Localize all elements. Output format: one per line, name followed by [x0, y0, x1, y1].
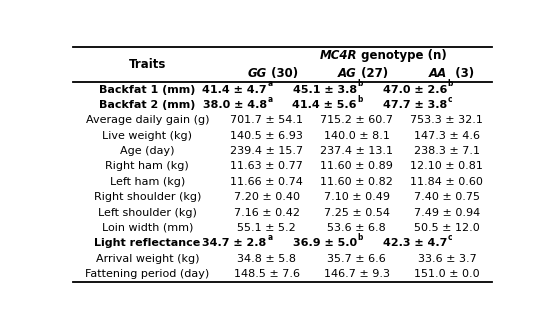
Text: 55.1 ± 5.2: 55.1 ± 5.2 [237, 223, 296, 233]
Text: 41.4 ± 4.7: 41.4 ± 4.7 [202, 84, 267, 95]
Text: 7.16 ± 0.42: 7.16 ± 0.42 [234, 208, 300, 217]
Text: 36.9 ± 5.0: 36.9 ± 5.0 [293, 238, 357, 248]
Text: 34.8 ± 5.8: 34.8 ± 5.8 [237, 254, 296, 264]
Text: 33.6 ± 3.7: 33.6 ± 3.7 [418, 254, 477, 264]
Text: 151.0 ± 0.0: 151.0 ± 0.0 [414, 269, 480, 279]
Text: 148.5 ± 7.6: 148.5 ± 7.6 [234, 269, 300, 279]
Text: 147.3 ± 4.6: 147.3 ± 4.6 [414, 131, 480, 141]
Text: Age (day): Age (day) [120, 146, 175, 156]
Text: b: b [357, 79, 363, 88]
Text: b: b [357, 95, 363, 104]
Text: 12.10 ± 0.81: 12.10 ± 0.81 [411, 162, 483, 171]
Text: 53.6 ± 6.8: 53.6 ± 6.8 [327, 223, 386, 233]
Text: a: a [267, 95, 272, 104]
Text: Backfat 1 (mm): Backfat 1 (mm) [99, 84, 195, 95]
Text: 11.66 ± 0.74: 11.66 ± 0.74 [230, 177, 303, 187]
Text: Traits: Traits [128, 58, 166, 71]
Text: (27): (27) [357, 67, 388, 80]
Text: 47.7 ± 3.8: 47.7 ± 3.8 [383, 100, 447, 110]
Text: 7.49 ± 0.94: 7.49 ± 0.94 [414, 208, 480, 217]
Text: 140.0 ± 8.1: 140.0 ± 8.1 [324, 131, 390, 141]
Text: 7.25 ± 0.54: 7.25 ± 0.54 [324, 208, 390, 217]
Text: 238.3 ± 7.1: 238.3 ± 7.1 [414, 146, 480, 156]
Text: MC4R: MC4R [320, 49, 357, 62]
Text: Left ham (kg): Left ham (kg) [110, 177, 185, 187]
Text: GG: GG [248, 67, 267, 80]
Text: 35.7 ± 6.6: 35.7 ± 6.6 [327, 254, 386, 264]
Text: Right ham (kg): Right ham (kg) [105, 162, 189, 171]
Text: 11.63 ± 0.77: 11.63 ± 0.77 [230, 162, 303, 171]
Text: Arrival weight (kg): Arrival weight (kg) [96, 254, 199, 264]
Text: Backfat 2 (mm): Backfat 2 (mm) [99, 100, 195, 110]
Text: 715.2 ± 60.7: 715.2 ± 60.7 [320, 115, 393, 125]
Text: b: b [447, 79, 453, 88]
Text: 45.1 ± 3.8: 45.1 ± 3.8 [293, 84, 357, 95]
Text: (3): (3) [447, 67, 474, 80]
Text: genotype (n): genotype (n) [357, 49, 446, 62]
Text: 34.7 ± 2.8: 34.7 ± 2.8 [203, 238, 267, 248]
Text: 38.0 ± 4.8: 38.0 ± 4.8 [203, 100, 267, 110]
Text: 701.7 ± 54.1: 701.7 ± 54.1 [230, 115, 303, 125]
Text: 50.5 ± 12.0: 50.5 ± 12.0 [414, 223, 480, 233]
Text: Loin width (mm): Loin width (mm) [102, 223, 193, 233]
Text: b: b [357, 233, 363, 242]
Text: 140.5 ± 6.93: 140.5 ± 6.93 [230, 131, 303, 141]
Text: Right shoulder (kg): Right shoulder (kg) [93, 192, 201, 202]
Text: a: a [267, 79, 272, 88]
Text: a: a [267, 233, 272, 242]
Text: AA: AA [429, 67, 447, 80]
Text: 11.84 ± 0.60: 11.84 ± 0.60 [411, 177, 483, 187]
Text: Fattening period (day): Fattening period (day) [85, 269, 209, 279]
Text: (30): (30) [267, 67, 298, 80]
Text: 146.7 ± 9.3: 146.7 ± 9.3 [324, 269, 390, 279]
Text: 7.20 ± 0.40: 7.20 ± 0.40 [234, 192, 300, 202]
Text: 753.3 ± 32.1: 753.3 ± 32.1 [411, 115, 483, 125]
Text: 47.0 ± 2.6: 47.0 ± 2.6 [383, 84, 447, 95]
Text: Light reflectance: Light reflectance [94, 238, 200, 248]
Text: 42.3 ± 4.7: 42.3 ± 4.7 [383, 238, 447, 248]
Text: 239.4 ± 15.7: 239.4 ± 15.7 [230, 146, 303, 156]
Text: c: c [447, 233, 452, 242]
Text: Average daily gain (g): Average daily gain (g) [86, 115, 209, 125]
Text: 11.60 ± 0.89: 11.60 ± 0.89 [321, 162, 393, 171]
Text: 41.4 ± 5.6: 41.4 ± 5.6 [292, 100, 357, 110]
Text: 237.4 ± 13.1: 237.4 ± 13.1 [320, 146, 393, 156]
Text: AG: AG [338, 67, 357, 80]
Text: 7.40 ± 0.75: 7.40 ± 0.75 [414, 192, 480, 202]
Text: Left shoulder (kg): Left shoulder (kg) [98, 208, 197, 217]
Text: Live weight (kg): Live weight (kg) [102, 131, 192, 141]
Text: 7.10 ± 0.49: 7.10 ± 0.49 [324, 192, 390, 202]
Text: c: c [447, 95, 452, 104]
Text: 11.60 ± 0.82: 11.60 ± 0.82 [321, 177, 393, 187]
